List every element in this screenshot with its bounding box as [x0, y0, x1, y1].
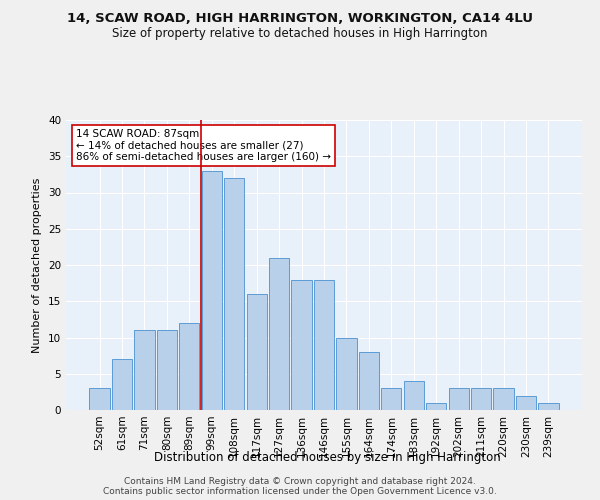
Bar	[471, 388, 491, 410]
Bar	[224, 178, 244, 410]
Bar	[269, 258, 289, 410]
Bar	[247, 294, 267, 410]
Bar	[134, 330, 155, 410]
Bar	[202, 171, 222, 410]
Text: 14 SCAW ROAD: 87sqm
← 14% of detached houses are smaller (27)
86% of semi-detach: 14 SCAW ROAD: 87sqm ← 14% of detached ho…	[76, 128, 331, 162]
Bar	[359, 352, 379, 410]
Bar	[337, 338, 356, 410]
Bar	[381, 388, 401, 410]
Bar	[314, 280, 334, 410]
Text: Contains public sector information licensed under the Open Government Licence v3: Contains public sector information licen…	[103, 487, 497, 496]
Bar	[516, 396, 536, 410]
Bar	[179, 323, 199, 410]
Bar	[112, 359, 132, 410]
Bar	[404, 381, 424, 410]
Text: Distribution of detached houses by size in High Harrington: Distribution of detached houses by size …	[154, 451, 500, 464]
Bar	[426, 403, 446, 410]
Bar	[493, 388, 514, 410]
Bar	[449, 388, 469, 410]
Text: Contains HM Land Registry data © Crown copyright and database right 2024.: Contains HM Land Registry data © Crown c…	[124, 477, 476, 486]
Bar	[292, 280, 311, 410]
Text: 14, SCAW ROAD, HIGH HARRINGTON, WORKINGTON, CA14 4LU: 14, SCAW ROAD, HIGH HARRINGTON, WORKINGT…	[67, 12, 533, 26]
Bar	[157, 330, 177, 410]
Text: Size of property relative to detached houses in High Harrington: Size of property relative to detached ho…	[112, 28, 488, 40]
Bar	[538, 403, 559, 410]
Y-axis label: Number of detached properties: Number of detached properties	[32, 178, 43, 352]
Bar	[89, 388, 110, 410]
